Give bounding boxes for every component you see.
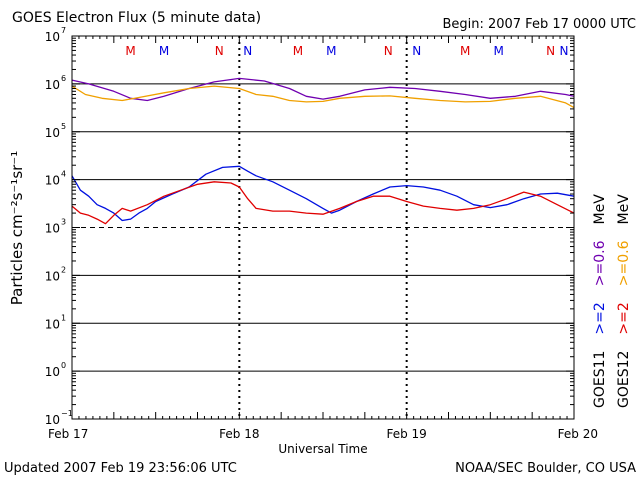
day-separators bbox=[238, 36, 408, 419]
y-tick-exponent: 7 bbox=[61, 26, 66, 35]
y-axis-label: Particles cm⁻²s⁻¹sr⁻¹ bbox=[8, 151, 26, 305]
series-line-2 bbox=[71, 165, 575, 222]
x-tick-label: Feb 19 bbox=[386, 427, 426, 441]
x-axis-ticks: Feb 17 Feb 18 Feb 19 Feb 20 bbox=[48, 36, 598, 441]
y-tick-exponent: 6 bbox=[61, 74, 66, 83]
marker-label: M bbox=[326, 44, 336, 58]
y-tick-label: 10 bbox=[45, 30, 60, 44]
marker-label: M bbox=[293, 44, 303, 58]
marker-label: N bbox=[215, 44, 224, 58]
chart-title: GOES Electron Flux (5 minute data) bbox=[12, 10, 261, 26]
y-tick-exponent: −1 bbox=[61, 409, 73, 418]
credit-text: NOAA/SEC Boulder, CO USA bbox=[455, 461, 636, 476]
marker-label: M bbox=[460, 44, 470, 58]
series-line-3 bbox=[71, 181, 575, 225]
y-tick-label: 10 bbox=[45, 269, 60, 283]
legend-goes12: GOES12>=2>=0.6MeV bbox=[616, 194, 632, 408]
y-tick-label: 10 bbox=[45, 174, 60, 188]
y-tick-exponent: 5 bbox=[61, 122, 66, 131]
series-layer bbox=[71, 77, 575, 225]
x-tick-label: Feb 17 bbox=[48, 427, 88, 441]
x-axis-label: Universal Time bbox=[278, 442, 367, 456]
y-tick-label: 10 bbox=[45, 126, 60, 140]
legend-goes11: GOES11>=2>=0.6MeV bbox=[592, 194, 608, 408]
marker-label: M bbox=[494, 44, 504, 58]
marker-label: N bbox=[412, 44, 421, 58]
y-tick-exponent: 0 bbox=[61, 361, 66, 370]
updated-timestamp: Updated 2007 Feb 19 23:56:06 UTC bbox=[4, 461, 237, 476]
marker-label: N bbox=[384, 44, 393, 58]
series-line-1 bbox=[71, 85, 575, 109]
y-tick-exponent: 2 bbox=[61, 265, 66, 274]
marker-label: N bbox=[560, 44, 569, 58]
y-tick-exponent: 3 bbox=[61, 218, 66, 227]
y-tick-label: 10 bbox=[45, 413, 60, 427]
y-tick-exponent: 1 bbox=[61, 313, 66, 322]
y-tick-label: 10 bbox=[45, 365, 60, 379]
x-tick-label: Feb 20 bbox=[558, 427, 598, 441]
y-tick-label: 10 bbox=[45, 222, 60, 236]
marker-label: M bbox=[159, 44, 169, 58]
series-line-0 bbox=[71, 77, 575, 102]
marker-label: M bbox=[125, 44, 135, 58]
x-tick-label: Feb 18 bbox=[219, 427, 259, 441]
begin-date: Begin: 2007 Feb 17 0000 UTC bbox=[442, 17, 636, 32]
gridlines bbox=[72, 83, 574, 372]
y-tick-label: 10 bbox=[45, 78, 60, 92]
y-tick-label: 10 bbox=[45, 317, 60, 331]
legend: GOES11>=2>=0.6MeV GOES12>=2>=0.6MeV bbox=[592, 194, 632, 408]
y-tick-exponent: 4 bbox=[61, 170, 66, 179]
marker-label: N bbox=[243, 44, 252, 58]
marker-label: N bbox=[546, 44, 555, 58]
